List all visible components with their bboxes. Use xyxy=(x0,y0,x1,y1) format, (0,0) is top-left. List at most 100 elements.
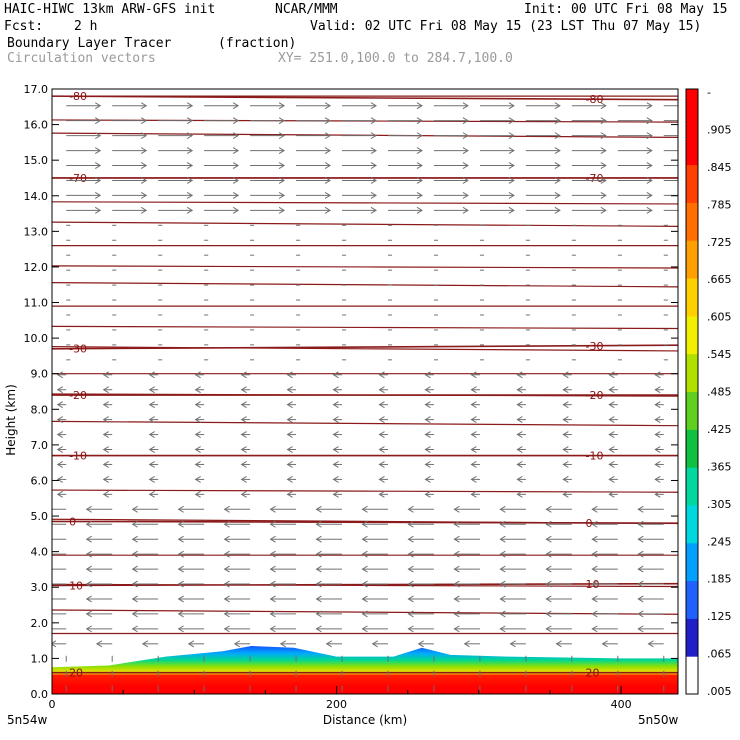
vector-arrow xyxy=(250,177,286,184)
vector-arrow xyxy=(342,147,377,154)
vector-arrow xyxy=(52,553,67,555)
org-label: NCAR/MMM xyxy=(275,2,338,17)
vector-arrow xyxy=(131,595,159,603)
vector-arrow xyxy=(637,550,664,558)
vector-arrow xyxy=(453,520,480,528)
vector-arrow xyxy=(499,580,526,588)
vector-arrow xyxy=(102,416,113,424)
vector-arrow xyxy=(131,535,159,543)
vector-arrow xyxy=(332,371,343,379)
y-tick-label: 0.0 xyxy=(31,688,49,701)
vector-arrow xyxy=(332,446,343,453)
vector-arrow xyxy=(177,505,205,513)
vector-arrow xyxy=(499,610,526,618)
vector-arrow xyxy=(525,191,561,199)
vector-arrow xyxy=(177,610,205,618)
vector-arrow xyxy=(571,162,607,169)
vector-arrow xyxy=(663,209,678,211)
vector-arrow xyxy=(617,206,653,214)
colorbar-swatch xyxy=(686,89,698,128)
vector-arrow xyxy=(453,625,480,633)
vector-arrow xyxy=(296,102,332,110)
vector-arrow xyxy=(499,625,526,633)
vector-arrow xyxy=(545,595,572,603)
vector-arrow xyxy=(424,416,434,424)
colorbar-swatch xyxy=(686,315,698,355)
vector-arrow xyxy=(637,580,664,588)
contour-line xyxy=(52,221,678,227)
colorbar-swatch xyxy=(686,580,698,619)
vector-arrow xyxy=(269,625,297,633)
vector-arrow xyxy=(56,446,67,453)
vector-arrow xyxy=(56,461,67,468)
vector-arrow xyxy=(204,147,240,154)
vector-arrow xyxy=(296,132,332,140)
contour-label: -70 xyxy=(586,172,604,185)
vector-arrow xyxy=(545,505,572,513)
vector-arrow xyxy=(233,640,251,648)
contour-line xyxy=(52,346,678,352)
fcst-label: Fcst: xyxy=(4,19,44,34)
vector-arrow xyxy=(608,401,618,409)
vector-arrow xyxy=(654,371,664,379)
vector-arrow xyxy=(177,565,205,573)
vector-arrow xyxy=(52,523,67,525)
colorbar-label: - xyxy=(707,86,711,99)
vector-arrow xyxy=(296,191,332,199)
vector-arrow xyxy=(479,177,515,184)
vector-arrow xyxy=(545,565,572,573)
vector-arrow xyxy=(453,610,480,618)
vector-arrow xyxy=(433,102,469,110)
vector-arrow xyxy=(371,640,388,648)
vector-arrow xyxy=(204,132,240,140)
labeled-contour-line xyxy=(52,95,678,101)
vector-arrow xyxy=(361,505,388,513)
vector-arrow xyxy=(617,162,653,169)
vector-arrow xyxy=(424,371,434,379)
vector-arrow xyxy=(296,162,332,169)
vector-arrow xyxy=(361,595,388,603)
x-axis: 0 200 400 xyxy=(49,686,632,711)
vector-arrow xyxy=(131,505,159,513)
vector-arrow xyxy=(637,565,664,573)
vector-arrow xyxy=(204,162,240,169)
vector-arrow xyxy=(148,446,159,453)
vector-arrow xyxy=(286,371,297,379)
vector-arrow xyxy=(250,102,286,110)
vector-arrow xyxy=(315,535,343,543)
vector-arrow xyxy=(269,535,297,543)
y-tick-label: 11.0 xyxy=(24,297,49,310)
vector-arrow xyxy=(654,401,664,409)
vector-arrow xyxy=(112,206,148,214)
vector-arrow xyxy=(66,162,102,169)
vector-arrow xyxy=(499,595,526,603)
vector-arrow xyxy=(479,132,515,140)
vector-arrow xyxy=(470,371,480,379)
vector-arrow xyxy=(562,475,572,483)
vector-arrow xyxy=(286,386,297,394)
colorbar-label: .545 xyxy=(707,348,732,361)
contour-line xyxy=(52,265,678,269)
vector-arrow xyxy=(591,505,618,513)
contour-label: 0 xyxy=(69,515,76,528)
vector-arrow xyxy=(204,206,240,214)
vector-arrow xyxy=(617,147,653,154)
vector-arrow xyxy=(194,475,205,483)
vector-arrow xyxy=(545,580,572,588)
vector-arrow xyxy=(591,535,618,543)
vector-arrow xyxy=(424,490,434,498)
vector-arrow xyxy=(148,490,159,498)
vector-arrow xyxy=(240,431,251,438)
labeled-contour-line xyxy=(52,582,678,587)
vector-arrow xyxy=(296,206,332,214)
colorbar-swatch xyxy=(686,202,698,241)
vector-arrow xyxy=(158,102,194,110)
vector-arrow xyxy=(509,640,526,648)
colorbar-swatch xyxy=(686,278,698,317)
vector-arrow xyxy=(85,580,113,588)
vector-arrow xyxy=(479,117,515,125)
vector-arrow xyxy=(85,610,113,618)
vector-arrow xyxy=(571,102,607,110)
vector-arrow xyxy=(66,147,102,154)
vector-arrow xyxy=(608,416,618,424)
